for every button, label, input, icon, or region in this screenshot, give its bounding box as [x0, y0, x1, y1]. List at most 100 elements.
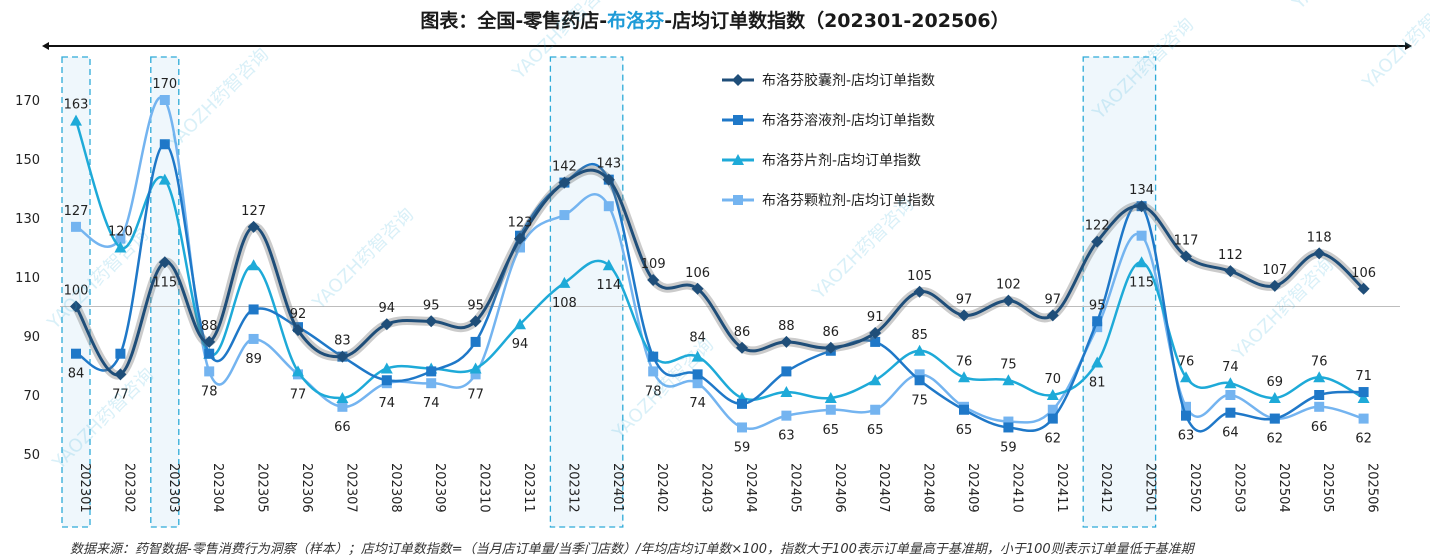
data-label: 108	[552, 296, 577, 311]
x-tick-label: 202301	[77, 463, 92, 513]
data-label: 86	[823, 325, 840, 340]
series-1-point	[1002, 294, 1015, 307]
series-4-point	[692, 378, 703, 389]
series-1-point	[780, 335, 793, 348]
data-label: 62	[1045, 432, 1062, 447]
series-1-point	[514, 232, 526, 245]
series-3-point	[114, 241, 127, 253]
x-tick-label: 202411	[1054, 463, 1069, 513]
legend-marker-2	[733, 115, 743, 125]
y-tick-label: 130	[15, 212, 40, 227]
series-4-point	[825, 404, 836, 415]
series-4-point	[1003, 416, 1014, 427]
data-label: 127	[64, 204, 89, 219]
series-2-point	[1314, 390, 1325, 400]
title-suffix: -店均订单数指数（202301-202506）	[664, 10, 1010, 32]
x-tick-label: 202311	[521, 463, 536, 513]
series-line-2	[75, 142, 1364, 433]
data-label: 102	[996, 278, 1021, 293]
data-label: 112	[1218, 248, 1243, 263]
data-label: 66	[334, 420, 351, 435]
series-4-point	[737, 422, 747, 433]
x-tick-label: 202409	[965, 463, 980, 513]
highlight-period-3	[549, 56, 624, 528]
series-2-point	[648, 351, 659, 362]
data-label: 86	[734, 325, 751, 340]
x-tick-label: 202302	[121, 463, 136, 513]
data-label: 95	[423, 298, 440, 313]
series-4-point	[71, 221, 81, 232]
data-label: 143	[596, 157, 621, 172]
data-label: 69	[1267, 375, 1284, 390]
data-label: 127	[241, 204, 266, 219]
data-label: 78	[645, 384, 662, 399]
data-label: 62	[1355, 432, 1372, 447]
x-tick-label: 202501	[1143, 463, 1158, 513]
series-2-point	[1003, 422, 1014, 433]
series-3-point	[1135, 256, 1148, 268]
watermark-5: YAOZH药智咨询	[608, 334, 718, 444]
series-1-point	[70, 300, 82, 313]
x-tick-label: 202308	[388, 463, 403, 513]
series-1-point	[1268, 279, 1281, 292]
x-tick-label: 202410	[1009, 463, 1024, 513]
series-3-point	[1002, 374, 1015, 386]
series-2-point	[426, 366, 437, 377]
series-4-point	[914, 369, 925, 380]
x-tick-label: 202307	[343, 463, 358, 513]
x-tick-label: 202306	[299, 463, 314, 513]
series-4-point	[648, 366, 659, 377]
series-1-point	[913, 285, 926, 298]
series-1-point	[158, 256, 171, 269]
data-label: 88	[778, 319, 795, 334]
series-4-point	[603, 201, 614, 212]
data-label: 78	[201, 384, 218, 399]
series-3-point	[1180, 371, 1192, 383]
series-2-point	[159, 139, 170, 150]
series-3-point	[469, 362, 482, 374]
series-3-point	[1268, 391, 1281, 403]
series-3-point	[514, 318, 526, 330]
title-highlight: 布洛芬	[607, 10, 665, 32]
data-label: 123	[508, 216, 533, 231]
data-label: 65	[823, 423, 840, 438]
data-label: 107	[1262, 263, 1287, 278]
series-1-point	[1091, 235, 1104, 248]
series-3-point	[869, 374, 882, 386]
series-2-point	[1358, 387, 1369, 398]
series-4-point	[159, 95, 170, 105]
series-4-point	[1047, 404, 1058, 415]
data-label: 70	[1045, 372, 1062, 387]
series-1-point	[203, 335, 216, 348]
y-tick-label: 170	[15, 94, 40, 109]
data-label: 75	[911, 393, 928, 408]
data-label: 74	[423, 396, 440, 411]
data-label: 105	[907, 269, 932, 284]
legend-label-1: 布洛芬胶囊剂-店均订单指数	[762, 72, 935, 89]
data-label: 142	[552, 160, 577, 175]
data-label: 170	[152, 77, 177, 92]
data-label: 114	[596, 278, 621, 293]
series-3-point	[824, 391, 837, 403]
x-tick-label: 202305	[255, 463, 270, 513]
series-4-point	[781, 410, 792, 421]
x-tick-label: 202309	[432, 463, 447, 513]
data-label: 120	[108, 225, 133, 240]
series-2-point	[737, 398, 747, 409]
data-label: 74	[379, 396, 396, 411]
series-3-point	[247, 259, 260, 271]
series-2-point	[870, 336, 881, 347]
data-label: 74	[689, 396, 706, 411]
data-label: 94	[512, 337, 529, 352]
data-label: 77	[112, 387, 129, 402]
watermark-6: YAOZH药智咨询	[808, 194, 918, 304]
data-label: 76	[956, 354, 973, 369]
series-4-point	[1314, 401, 1325, 412]
series-3-point	[780, 386, 793, 398]
x-tick-label: 202304	[210, 463, 225, 513]
series-4-point	[870, 404, 881, 415]
watermark-3: YAOZH药智咨询	[308, 204, 418, 314]
legend-marker-1	[732, 74, 744, 86]
y-tick-label: 50	[23, 448, 40, 463]
